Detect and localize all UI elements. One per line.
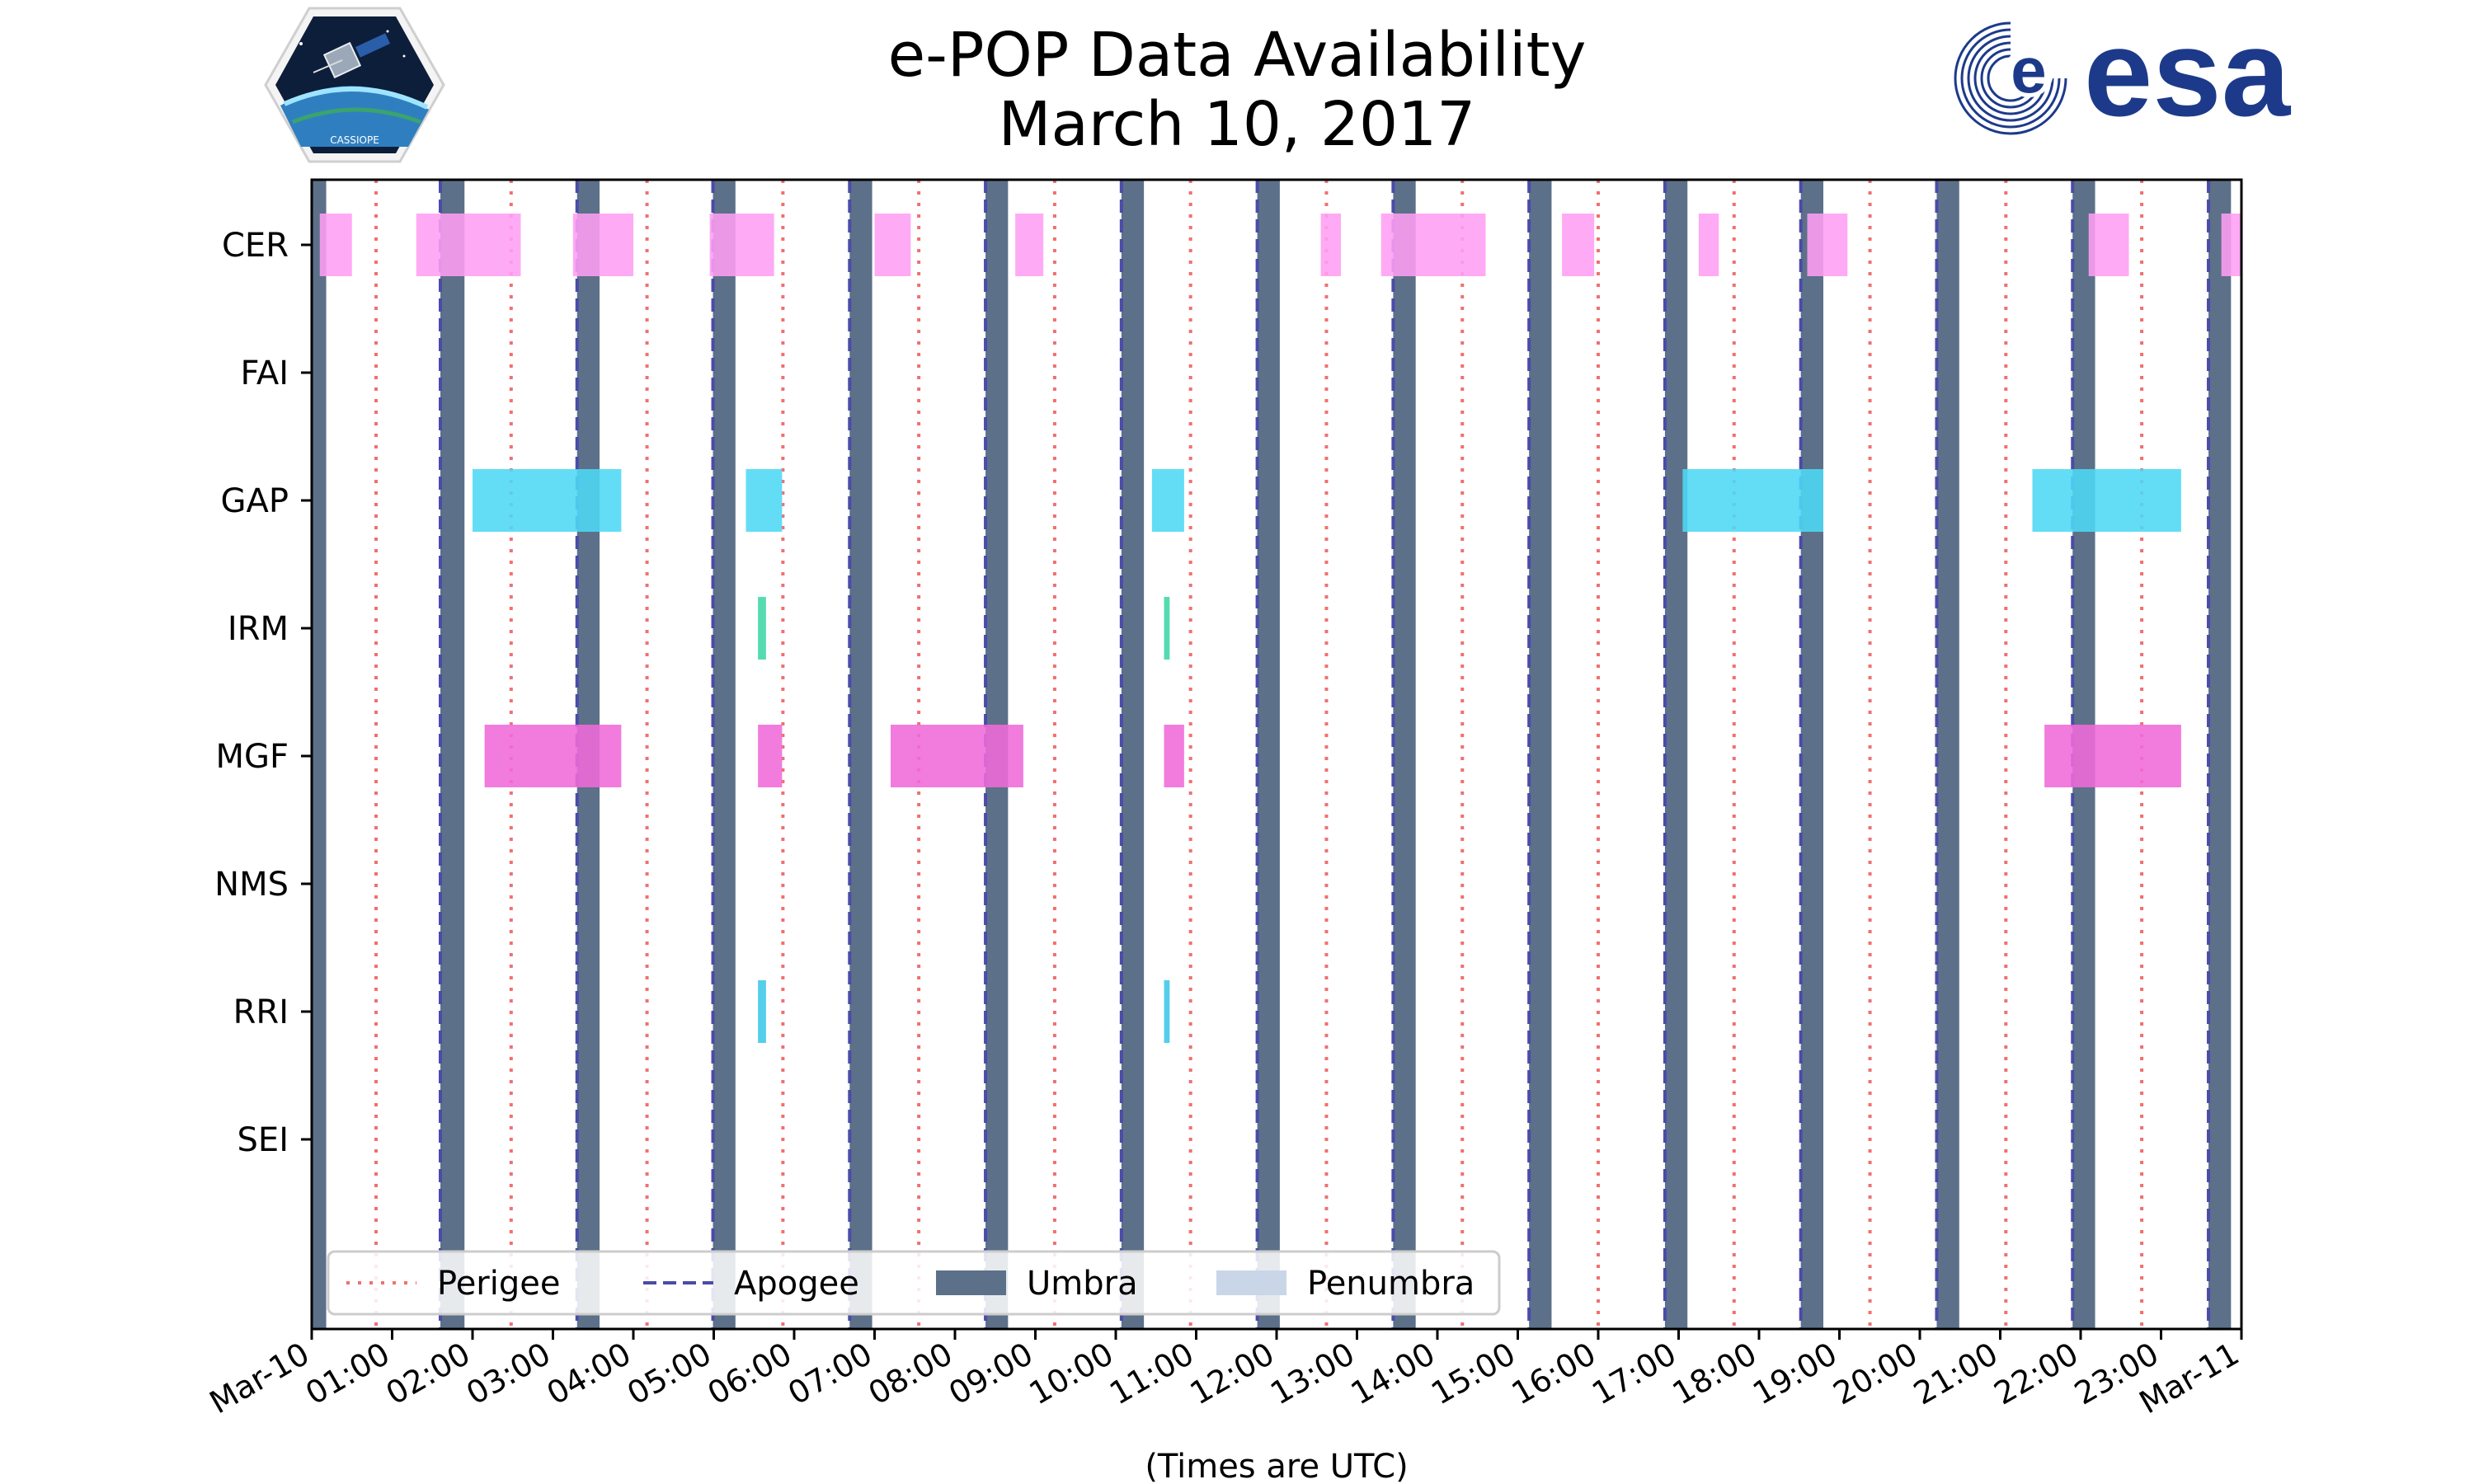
svg-text:e: e <box>2011 34 2046 106</box>
availability-bar-rri <box>758 980 766 1043</box>
umbra-band <box>1529 180 1552 1329</box>
y-tick-label-sei: SEI <box>238 1121 289 1159</box>
availability-bar-rri <box>1164 980 1170 1043</box>
availability-bars-layer <box>319 214 2241 1043</box>
esa-logo: e esa <box>1954 16 2292 140</box>
x-tick-label: 18:00 <box>1667 1336 1763 1412</box>
legend-label-penumbra: Penumbra <box>1307 1265 1475 1303</box>
x-tick-label: 06:00 <box>702 1336 798 1412</box>
legend-umbra-swatch <box>936 1270 1006 1295</box>
umbra-band <box>849 180 872 1329</box>
availability-bar-cer <box>1698 214 1719 276</box>
umbra-band <box>1800 180 1823 1329</box>
x-tick-label: 15:00 <box>1425 1336 1522 1412</box>
availability-bar-cer <box>709 214 774 276</box>
x-tick-label: 13:00 <box>1264 1336 1361 1412</box>
x-tick-label: 01:00 <box>299 1336 396 1412</box>
y-tick-label-irm: IRM <box>228 610 289 648</box>
umbra-band <box>1257 180 1280 1329</box>
umbra-band <box>1121 180 1145 1329</box>
umbra-band <box>312 180 327 1329</box>
x-tick-label: 11:00 <box>1103 1336 1200 1412</box>
x-tick-label: 09:00 <box>943 1336 1039 1412</box>
x-tick-label: 07:00 <box>782 1336 878 1412</box>
legend-label-umbra: Umbra <box>1027 1265 1138 1303</box>
umbra-band <box>1664 180 1688 1329</box>
availability-bar-gap <box>1151 469 1184 532</box>
cassiope-logo-text: CASSIOPE <box>330 134 379 146</box>
legend-label-perigee: Perigee <box>437 1265 560 1303</box>
availability-bar-mgf <box>891 725 1023 787</box>
x-tick-label: 22:00 <box>1988 1336 2085 1412</box>
esa-logo-text: esa <box>2084 16 2292 140</box>
x-tick-label: 19:00 <box>1747 1336 1843 1412</box>
legend-box <box>327 1250 1501 1316</box>
legend-penumbra-swatch <box>1216 1270 1286 1295</box>
x-tick-label: 17:00 <box>1586 1336 1682 1412</box>
chart-title: e-POP Data Availability <box>887 20 1587 91</box>
chart-subtitle: March 10, 2017 <box>998 89 1476 160</box>
legend-label-apogee: Apogee <box>734 1265 859 1303</box>
availability-bar-irm <box>1164 597 1170 660</box>
availability-bar-cer <box>2221 214 2241 276</box>
x-tick-label: 10:00 <box>1023 1336 1120 1412</box>
y-tick-label-mgf: MGF <box>215 738 289 776</box>
availability-bar-cer <box>1015 214 1044 276</box>
x-tick-label: Mar-10 <box>204 1336 316 1421</box>
availability-bar-cer <box>2088 214 2129 276</box>
x-axis-label: (Times are UTC) <box>1145 1448 1408 1484</box>
availability-bar-mgf <box>758 725 783 787</box>
y-tick-label-rri: RRI <box>233 993 289 1031</box>
availability-bar-cer <box>319 214 352 276</box>
x-tick-label: 20:00 <box>1827 1336 1924 1412</box>
umbra-band <box>713 180 736 1329</box>
availability-bar-gap <box>2032 469 2181 532</box>
umbra-band <box>440 180 465 1329</box>
y-tick-label-fai: FAI <box>241 355 289 392</box>
x-tick-label: 03:00 <box>460 1336 557 1412</box>
availability-bar-mgf <box>1164 725 1184 787</box>
availability-bar-cer <box>1380 214 1486 276</box>
y-axis: CER FAI GAP IRM MGF NMS RRI SEI <box>214 227 312 1159</box>
availability-bar-cer <box>1320 214 1341 276</box>
availability-bar-mgf <box>2044 725 2181 787</box>
x-tick-label: 04:00 <box>541 1336 637 1412</box>
orbit-marker-lines-layer <box>374 180 2211 1329</box>
availability-bar-cer <box>416 214 521 276</box>
cassiope-mission-logo: CASSIOPE <box>264 7 445 163</box>
availability-bar-cer <box>1562 214 1595 276</box>
legend: Perigee Apogee Umbra Penumbra <box>327 1250 1501 1316</box>
x-tick-label: 12:00 <box>1184 1336 1281 1412</box>
x-tick-label: 16:00 <box>1506 1336 1602 1412</box>
availability-bar-gap <box>473 469 622 532</box>
x-axis: Mar-1001:0002:0003:0004:0005:0006:0007:0… <box>204 1329 2246 1421</box>
availability-bar-cer <box>1807 214 1848 276</box>
x-tick-label: 02:00 <box>380 1336 477 1412</box>
availability-bar-gap <box>1682 469 1823 532</box>
availability-bar-cer <box>874 214 911 276</box>
y-tick-label-cer: CER <box>222 227 289 265</box>
availability-bar-mgf <box>484 725 622 787</box>
x-tick-label: 14:00 <box>1345 1336 1442 1412</box>
y-tick-label-gap: GAP <box>221 482 289 520</box>
y-tick-label-nms: NMS <box>214 866 289 904</box>
availability-bar-cer <box>572 214 633 276</box>
availability-bar-gap <box>745 469 783 532</box>
x-tick-label: 08:00 <box>863 1336 959 1412</box>
umbra-band <box>1936 180 1959 1329</box>
umbra-band <box>1393 180 1416 1329</box>
x-tick-label: 05:00 <box>621 1336 717 1412</box>
umbra-band <box>2208 180 2232 1329</box>
x-tick-label: 21:00 <box>1907 1336 2004 1412</box>
eclipse-shading-layer <box>312 180 2232 1329</box>
availability-bar-irm <box>758 597 766 660</box>
